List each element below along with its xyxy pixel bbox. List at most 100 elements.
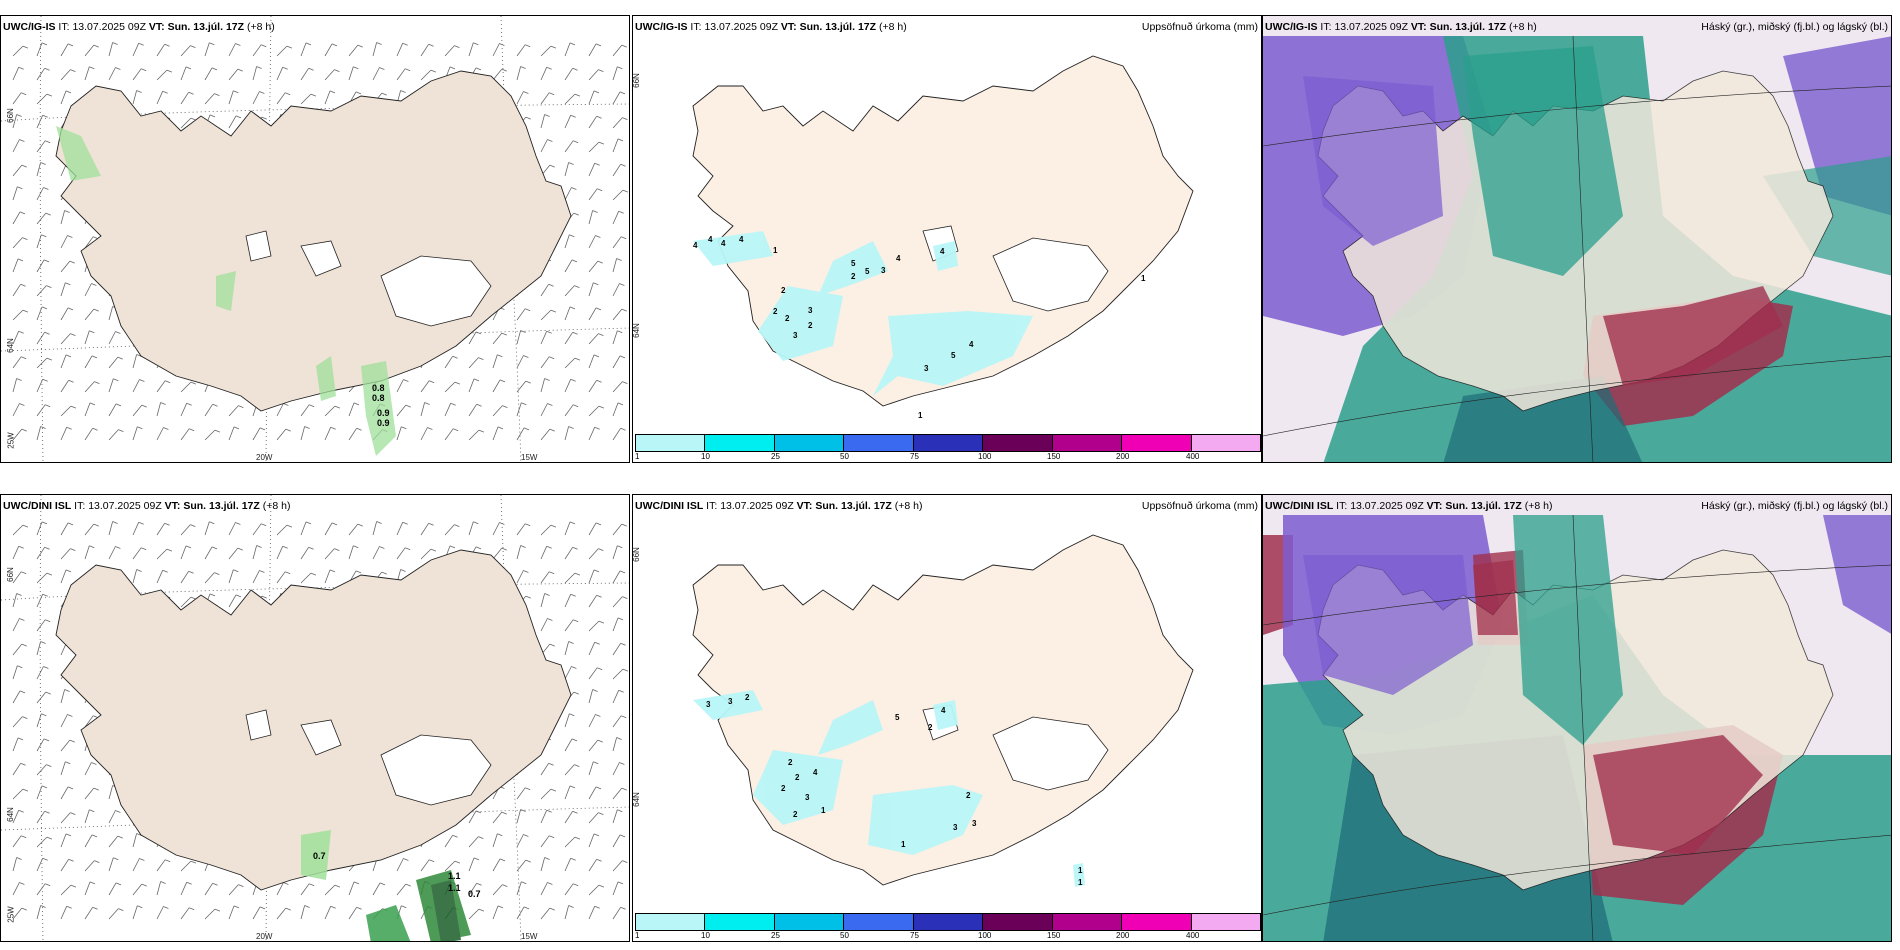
wind-barb [348,66,354,81]
wind-barb [612,690,620,704]
wind-barb [276,428,287,441]
wind-barb [108,835,119,848]
wind-barb-flag [405,883,411,887]
wind-barb-flag [523,355,529,358]
high-cloud [1303,76,1443,246]
wind-barb [612,117,623,129]
wind-barb [588,833,595,848]
wind-barb [492,379,501,393]
wind-barb [204,883,213,896]
wind-barb [324,405,336,417]
wind-barb [36,212,47,225]
value-label: 1.1 [448,883,461,893]
wind-barb-flag [141,547,147,551]
high-cloud [1303,555,1473,695]
wind-barb [108,429,119,441]
wind-barb-flag [619,91,626,95]
wind-barb [540,857,545,872]
wind-barb-flag [430,548,437,552]
wind-barb-flag [353,881,360,885]
wind-barb-flag [70,405,77,409]
wind-barb [12,810,20,824]
value-label: 1.1 [448,871,461,881]
vt-label: VT: [164,500,181,512]
wind-barb-flag [20,762,26,766]
colorbar-tick: 150 [1047,452,1061,461]
precip-value: 2 [928,723,933,732]
wind-barb [612,787,623,800]
wind-barb [84,715,94,728]
wind-barb [60,906,68,920]
wind-barb-flag [568,641,574,644]
wind-barb [276,92,286,105]
wind-barb-flag [549,428,555,432]
wind-barb-flag [139,379,145,382]
wind-barb-flag [473,42,479,46]
wind-barb [420,44,429,57]
wind-barb-flag [212,882,218,886]
wind-barb [564,115,572,129]
wind-barb-flag [165,859,171,863]
wind-barb [612,881,619,896]
wind-barb [84,428,93,441]
wind-barb-flag [622,117,628,120]
wind-barb-flag [41,785,48,789]
wind-barb [540,309,552,321]
wind-barb-flag [92,427,98,431]
wind-barb [84,402,91,417]
wind-barb [132,522,140,536]
wind-barb [492,884,503,896]
precip-value: 3 [953,823,958,832]
wind-barb [84,545,90,560]
vt-value: Sun. 13.júl. 17Z [183,500,260,512]
colorbar-swatch [774,435,845,451]
wind-barb [36,691,47,704]
wind-barb-flag [569,521,576,525]
wind-barb-flag [595,786,602,790]
wind-barb [516,523,526,536]
wind-barb [84,236,94,249]
wind-barb-flag [619,355,626,359]
wind-barb-flag [285,92,291,96]
wind-barb-flag [18,545,24,549]
wind-barb [156,881,161,896]
wind-barb-flag [21,164,27,168]
wind-barb [60,761,66,776]
it-label: IT: [74,500,86,512]
wind-barb [36,619,46,632]
wind-barb-flag [16,114,22,117]
wind-barb-flag [46,572,53,576]
wind-barb [588,739,599,752]
lon-label: 25W [6,432,16,449]
wind-barb-flag [261,523,267,527]
wind-barb [516,91,524,105]
wind-barb-flag [43,259,50,263]
wind-barb-flag [593,833,600,837]
wind-barb-flag [571,259,578,263]
wind-barb-flag [68,379,74,383]
wind-barb [84,283,92,297]
wind-barb-flag [309,883,315,887]
wind-barb-flag [44,67,50,71]
precip-value: 2 [808,321,813,330]
wind-barb [156,380,166,393]
wind-barb [276,403,284,417]
wind-barb [180,381,192,393]
wind-barb-flag [211,67,218,71]
lat-label: 66N [632,73,641,88]
colorbar-swatch [636,435,706,451]
wind-barb [60,884,72,896]
wind-barb [300,521,307,536]
wind-barb [60,833,67,848]
wind-barb-flag [569,306,576,310]
lon-label: 25W [6,906,16,923]
wind-barb-flag [20,283,26,287]
wind-barb-flag [499,379,506,383]
wind-barb [492,905,499,920]
colorbar-tick: 200 [1116,452,1130,461]
colorbar-swatch [1052,435,1123,451]
it-label: IT: [706,500,718,512]
wind-barb-flag [188,91,194,95]
wind-barb-flag [478,836,484,839]
wind-barb-flag [568,426,574,429]
